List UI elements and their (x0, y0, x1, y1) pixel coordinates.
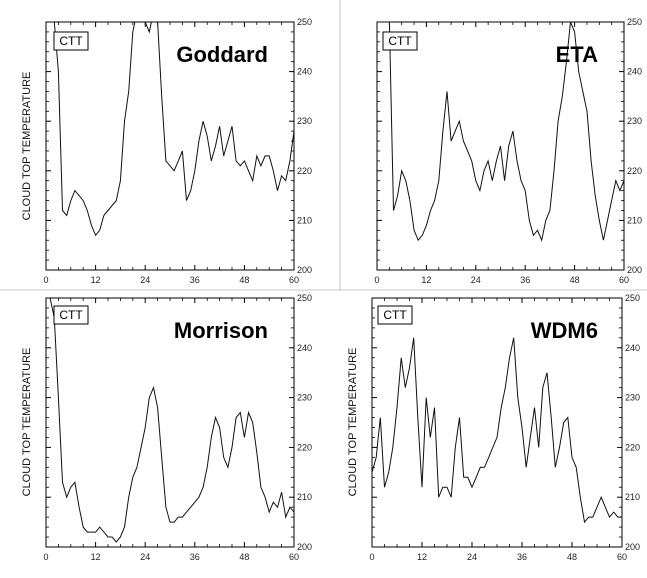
y-tick-label: 210 (625, 492, 640, 502)
y-tick-label: 250 (297, 293, 312, 303)
x-tick-label: 48 (239, 552, 249, 562)
ctt-badge (377, 305, 413, 325)
x-tick-label: 36 (190, 552, 200, 562)
y-tick-label: 220 (297, 442, 312, 452)
panel-title: Goddard (176, 42, 268, 67)
x-tick-label: 12 (421, 275, 431, 285)
series-line (377, 22, 624, 242)
y-tick-label: 250 (625, 293, 640, 303)
x-tick-label: 60 (289, 552, 299, 562)
y-tick-label: 200 (627, 265, 642, 275)
x-tick-label: 48 (239, 275, 249, 285)
y-axis-label: CLOUD TOP TEMPERATURE (21, 348, 33, 497)
x-tick-label: 24 (471, 275, 481, 285)
x-tick-label: 24 (467, 552, 477, 562)
y-tick-label: 250 (297, 17, 312, 27)
ctt-badge (53, 31, 89, 51)
y-tick-label: 240 (625, 343, 640, 353)
y-tick-label: 210 (297, 492, 312, 502)
x-tick-label: 0 (43, 552, 48, 562)
y-tick-label: 240 (297, 343, 312, 353)
ctt-badge (53, 305, 89, 325)
y-tick-label: 230 (625, 393, 640, 403)
y-tick-label: 200 (297, 542, 312, 552)
series-line (372, 337, 622, 524)
x-tick-label: 24 (140, 275, 150, 285)
ctt-badge (382, 31, 418, 51)
y-axis-label: CLOUD TOP TEMPERATURE (347, 348, 359, 497)
y-tick-label: 240 (627, 67, 642, 77)
ctt-badge-label: CTT (388, 34, 412, 48)
x-tick-label: 0 (43, 275, 48, 285)
x-tick-label: 60 (289, 275, 299, 285)
panel-title: WDM6 (531, 318, 598, 343)
x-tick-label: 60 (619, 275, 629, 285)
y-tick-label: 220 (297, 166, 312, 176)
x-tick-label: 48 (567, 552, 577, 562)
y-axis-label: CLOUD TOP TEMPERATURE (21, 72, 33, 221)
x-tick-label: 48 (570, 275, 580, 285)
y-tick-label: 230 (627, 116, 642, 126)
x-tick-label: 36 (520, 275, 530, 285)
x-tick-label: 24 (140, 552, 150, 562)
y-tick-label: 220 (625, 442, 640, 452)
x-tick-label: 60 (617, 552, 627, 562)
panel-title: Morrison (174, 318, 268, 343)
y-tick-label: 200 (625, 542, 640, 552)
x-tick-label: 0 (369, 552, 374, 562)
ctt-badge-label: CTT (59, 308, 83, 322)
x-tick-label: 12 (91, 552, 101, 562)
y-tick-label: 200 (297, 265, 312, 275)
x-tick-label: 12 (417, 552, 427, 562)
x-tick-label: 0 (374, 275, 379, 285)
y-tick-label: 230 (297, 393, 312, 403)
y-tick-label: 210 (297, 215, 312, 225)
x-tick-label: 36 (517, 552, 527, 562)
y-tick-label: 230 (297, 116, 312, 126)
series-line (46, 22, 294, 237)
x-tick-label: 36 (190, 275, 200, 285)
ctt-badge-label: CTT (59, 34, 83, 48)
ctt-badge-label: CTT (383, 308, 407, 322)
y-tick-label: 210 (627, 215, 642, 225)
panel-title: ETA (556, 42, 598, 67)
y-tick-label: 250 (627, 17, 642, 27)
y-tick-label: 240 (297, 67, 312, 77)
y-tick-label: 220 (627, 166, 642, 176)
series-line (46, 298, 294, 543)
x-tick-label: 12 (91, 275, 101, 285)
